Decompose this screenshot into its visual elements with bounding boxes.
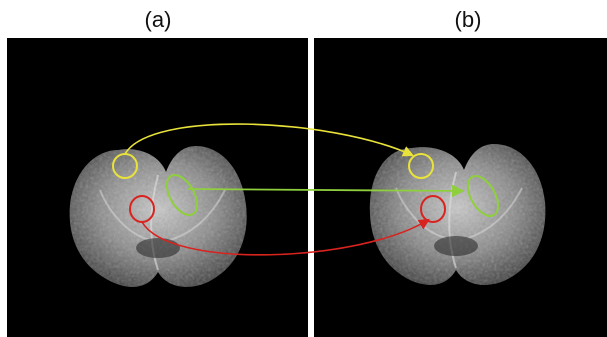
panel-a-label: (a): [144, 7, 172, 32]
panel-b-label: (b): [454, 7, 482, 32]
mri-panel-a: [7, 38, 308, 337]
mri-panel-b: [314, 38, 607, 337]
